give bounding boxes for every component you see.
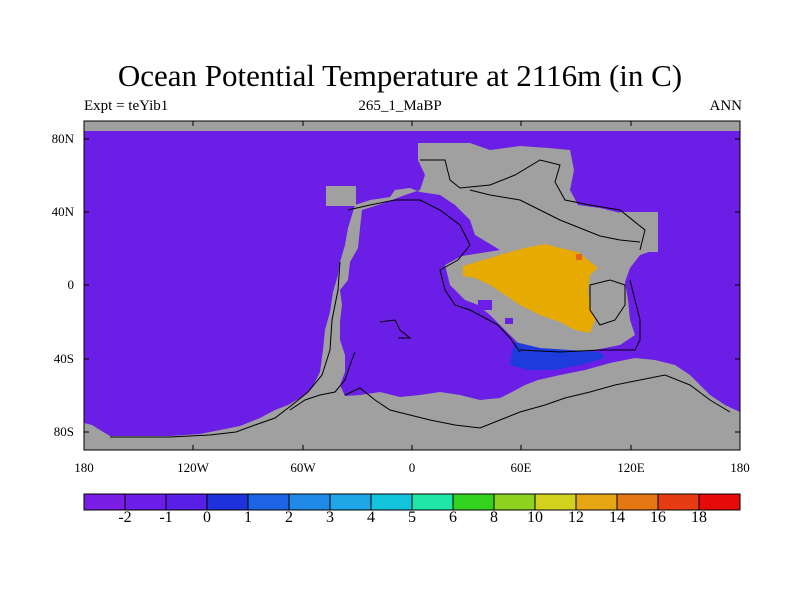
small-inlet	[478, 300, 492, 310]
colorbar-tick-label: 12	[568, 509, 584, 526]
small-inlet-2	[505, 318, 513, 324]
colorbar-tick-label: -1	[159, 509, 173, 526]
map-title: Ocean Potential Temperature at 2116m (in…	[117, 58, 683, 93]
colorbar-tick-label: 18	[691, 509, 707, 526]
colorbar-swatch	[616, 493, 659, 511]
map-panel	[83, 120, 741, 451]
lat-label-40n: 40N	[51, 204, 74, 219]
pangaea-landmass	[84, 143, 740, 450]
coastline-gondwana	[344, 374, 731, 429]
colorbar-swatch	[370, 493, 413, 511]
colorbar-tick-label: 8	[490, 509, 498, 526]
colorbar-tick-label: 2	[285, 509, 293, 526]
colorbar-swatch	[534, 493, 577, 511]
colorbar-tick-label: 0	[203, 509, 211, 526]
lon-label-120e: 120E	[617, 460, 645, 475]
colorbar-swatch	[165, 493, 208, 511]
colorbar-tick-label: 10	[527, 509, 543, 526]
colorbar-tick-label: 5	[408, 509, 416, 526]
colorbar-swatch	[575, 493, 618, 511]
hot-spot	[576, 254, 582, 260]
colorbar-tick-label: 3	[326, 509, 334, 526]
season-label: ANN	[709, 98, 743, 114]
time-label: 265_1_MaBP	[358, 98, 442, 114]
colorbar-swatch	[411, 493, 454, 511]
lon-label-0: 0	[408, 460, 416, 475]
warm-pool	[463, 244, 598, 333]
lon-label-180e: 180	[730, 460, 750, 475]
coastline-south	[110, 261, 341, 438]
lon-label-60e: 60E	[510, 460, 532, 475]
lon-label-180w: 180	[74, 460, 94, 475]
colorbar-tick-label: 4	[367, 509, 375, 526]
coastline-tethys	[519, 279, 641, 353]
colorbar-swatch	[493, 493, 536, 511]
colorbar-tick-label: 14	[609, 509, 625, 526]
lat-label-80s: 80S	[53, 424, 74, 439]
east-asia-landmass	[620, 212, 658, 252]
coastline-inner	[379, 319, 412, 339]
colorbar-swatch	[698, 493, 741, 511]
experiment-label: Expt = teYib1	[84, 98, 169, 114]
colorbar-swatch	[657, 493, 700, 511]
colorbar-swatch	[206, 493, 249, 511]
axis-ticks	[84, 121, 740, 450]
colorbar-tick-label: 1	[244, 509, 252, 526]
lat-label-80n: 80N	[51, 131, 74, 146]
coastline-north	[420, 159, 646, 251]
colorbar-swatch	[247, 493, 290, 511]
lon-label-60w: 60W	[290, 460, 316, 475]
colorbar	[83, 493, 741, 511]
colorbar-tick-label: 16	[650, 509, 666, 526]
northwest-landmass	[326, 186, 356, 206]
coastline-sw	[289, 351, 356, 411]
colorbar-swatch	[83, 493, 126, 511]
coastline-east	[589, 279, 626, 326]
lat-label-0: 0	[67, 277, 75, 292]
coastline-west	[347, 199, 521, 353]
cold-water-strip	[510, 342, 605, 370]
colorbar-swatch	[452, 493, 495, 511]
colorbar-swatch	[329, 493, 372, 511]
colorbar-tick-label: 6	[449, 509, 457, 526]
coastline-north-2	[469, 189, 641, 243]
colorbar-tick-label: -2	[118, 509, 132, 526]
colorbar-swatch	[288, 493, 331, 511]
colorbar-swatch	[124, 493, 167, 511]
lat-label-40s: 40S	[53, 351, 74, 366]
lon-label-120w: 120W	[177, 460, 209, 475]
coastlines	[110, 159, 731, 438]
